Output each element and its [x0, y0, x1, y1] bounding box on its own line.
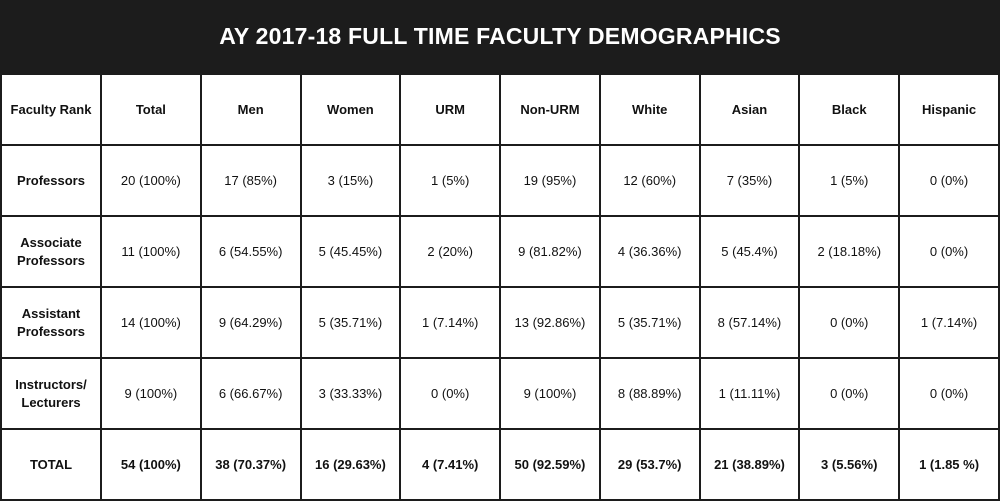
table-cell: 4 (36.36%): [598, 215, 701, 288]
table-cell: 5 (45.45%): [299, 215, 402, 288]
table-cell: 9 (81.82%): [499, 215, 601, 288]
rank-label-line: Instructors/: [15, 376, 87, 392]
table-cell: 5 (35.71%): [299, 286, 402, 359]
total-cell: 29 (53.7%): [598, 428, 701, 501]
table-cell: 6 (66.67%): [199, 357, 302, 430]
table-cell: 2 (18.18%): [798, 215, 901, 288]
table-cell: 3 (15%): [299, 144, 402, 217]
total-cell: 1 (1.85 %): [898, 428, 1000, 501]
rank-label-line: Professors: [17, 323, 85, 339]
table-cell: 0 (0%): [898, 144, 1000, 217]
table-cell: 9 (64.29%): [199, 286, 302, 359]
table-cell: 1 (7.14%): [898, 286, 1000, 359]
table-cell: 2 (20%): [399, 215, 502, 288]
table-cell: 8 (57.14%): [698, 286, 801, 359]
table-cell: 0 (0%): [898, 215, 1000, 288]
table-cell: 6 (54.55%): [199, 215, 302, 288]
total-cell: 21 (38.89%): [698, 428, 801, 501]
table-row: Professors 20 (100%) 17 (85%) 3 (15%) 1 …: [0, 144, 1000, 217]
column-header: URM: [399, 73, 502, 146]
total-cell: 38 (70.37%): [199, 428, 302, 501]
column-header: Non-URM: [499, 73, 601, 146]
table-cell: 17 (85%): [199, 144, 302, 217]
table-cell: 1 (5%): [798, 144, 901, 217]
table-cell: 20 (100%): [100, 144, 202, 217]
table-cell: 1 (7.14%): [399, 286, 502, 359]
table-cell: 13 (92.86%): [499, 286, 601, 359]
rank-cell: Professors: [0, 144, 102, 217]
table-cell: 0 (0%): [898, 357, 1000, 430]
title-bar: AY 2017-18 FULL TIME FACULTY DEMOGRAPHIC…: [0, 0, 1000, 73]
table-cell: 0 (0%): [399, 357, 502, 430]
table-cell: 19 (95%): [499, 144, 601, 217]
rank-label-line: Associate: [20, 234, 82, 250]
table-row: Assistant Professors 14 (100%) 9 (64.29%…: [0, 286, 1000, 359]
column-header: Total: [100, 73, 202, 146]
column-header: Faculty Rank: [0, 73, 102, 146]
total-cell: 3 (5.56%): [798, 428, 901, 501]
table-cell: 5 (45.4%): [698, 215, 801, 288]
page-title: AY 2017-18 FULL TIME FACULTY DEMOGRAPHIC…: [219, 23, 781, 49]
column-header: Black: [798, 73, 901, 146]
table-cell: 9 (100%): [100, 357, 202, 430]
total-label: TOTAL: [0, 428, 102, 501]
table-cell: 9 (100%): [499, 357, 601, 430]
table-cell: 5 (35.71%): [598, 286, 701, 359]
table-row: Instructors/ Lecturers 9 (100%) 6 (66.67…: [0, 357, 1000, 430]
total-cell: 16 (29.63%): [299, 428, 402, 501]
table-row: Associate Professors 11 (100%) 6 (54.55%…: [0, 215, 1000, 288]
total-cell: 54 (100%): [100, 428, 202, 501]
table-cell: 7 (35%): [698, 144, 801, 217]
total-cell: 4 (7.41%): [399, 428, 502, 501]
demographics-table: Faculty Rank Total Men Women URM Non-URM…: [0, 73, 1000, 501]
column-header: Hispanic: [898, 73, 1000, 146]
rank-label-line: Lecturers: [21, 394, 81, 410]
table-cell: 0 (0%): [798, 357, 901, 430]
column-header: Asian: [698, 73, 801, 146]
table-cell: 3 (33.33%): [299, 357, 402, 430]
rank-cell: Associate Professors: [0, 215, 102, 288]
rank-label: Professors: [17, 172, 85, 188]
column-header: Women: [299, 73, 402, 146]
table-cell: 8 (88.89%): [598, 357, 701, 430]
total-row: TOTAL 54 (100%) 38 (70.37%) 16 (29.63%) …: [0, 428, 1000, 501]
total-cell: 50 (92.59%): [499, 428, 601, 501]
table-cell: 0 (0%): [798, 286, 901, 359]
table-cell: 11 (100%): [100, 215, 202, 288]
table-cell: 14 (100%): [100, 286, 202, 359]
table-cell: 1 (5%): [399, 144, 502, 217]
column-header: White: [598, 73, 701, 146]
rank-cell: Assistant Professors: [0, 286, 102, 359]
rank-label-line: Professors: [17, 252, 85, 268]
table-header-row: Faculty Rank Total Men Women URM Non-URM…: [0, 73, 1000, 146]
column-header: Men: [199, 73, 302, 146]
table-cell: 12 (60%): [598, 144, 701, 217]
rank-cell: Instructors/ Lecturers: [0, 357, 102, 430]
table-cell: 1 (11.11%): [698, 357, 801, 430]
rank-label-line: Assistant: [21, 305, 81, 321]
